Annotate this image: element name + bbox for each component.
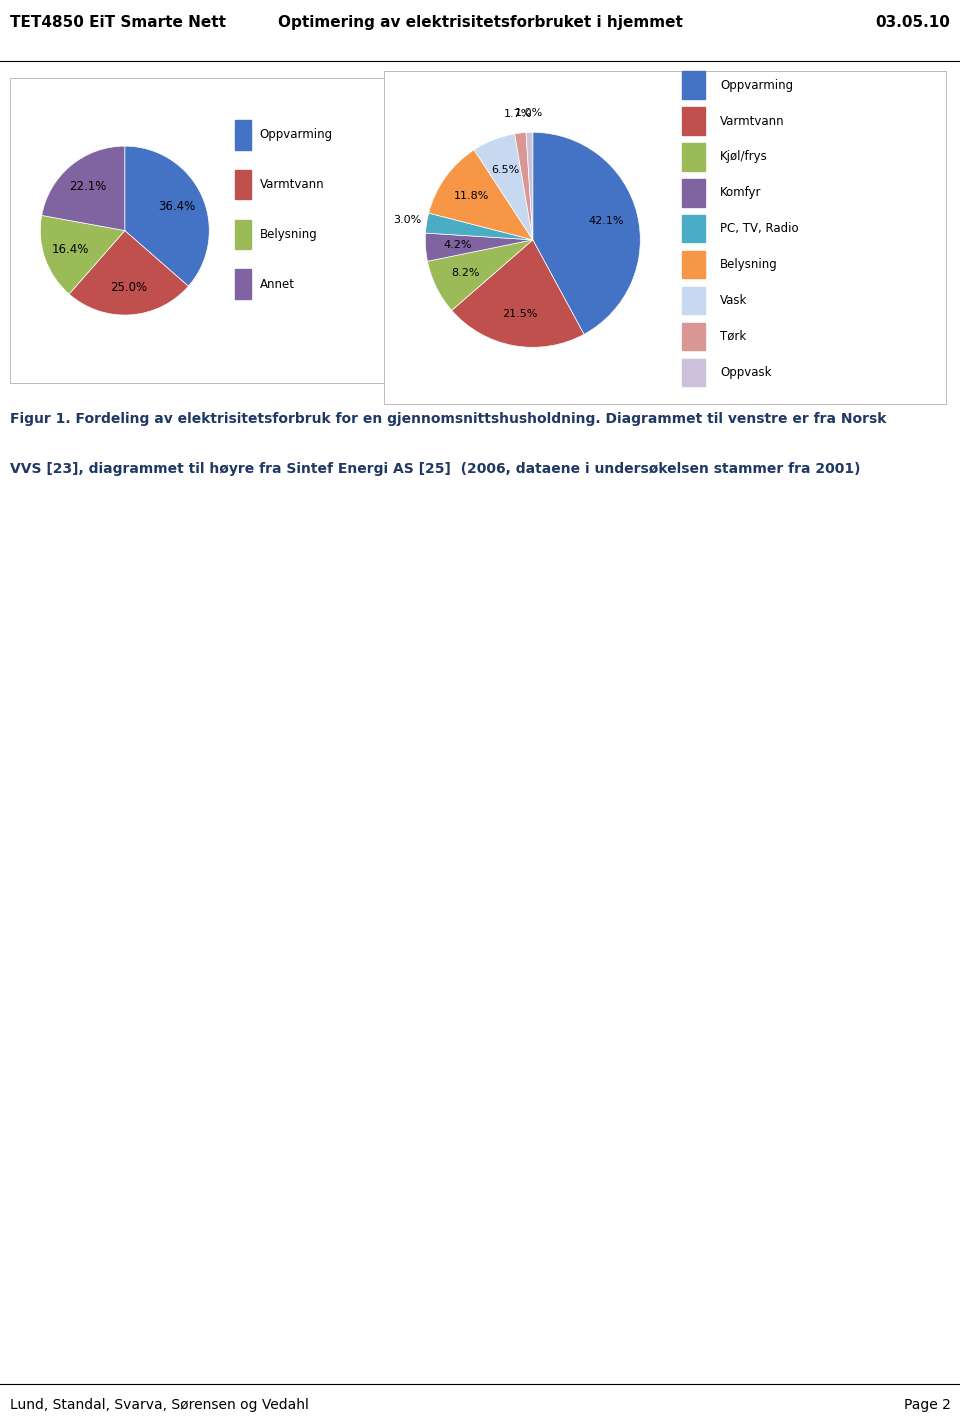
Text: Lund, Standal, Svarva, Sørensen og Vedahl: Lund, Standal, Svarva, Sørensen og Vedah… xyxy=(10,1398,308,1412)
Text: 4.2%: 4.2% xyxy=(444,240,472,250)
Bar xyxy=(682,322,706,350)
Wedge shape xyxy=(41,146,125,230)
Text: TET4850 EiT Smarte Nett: TET4850 EiT Smarte Nett xyxy=(10,14,226,30)
Wedge shape xyxy=(69,230,188,315)
Wedge shape xyxy=(425,233,533,261)
Text: Oppvarming: Oppvarming xyxy=(259,128,333,142)
Wedge shape xyxy=(125,146,209,287)
Bar xyxy=(682,179,706,207)
Text: 1.0%: 1.0% xyxy=(515,108,543,118)
Text: VVS [23], diagrammet til høyre fra Sintef Energi AS [25]  (2006, dataene i under: VVS [23], diagrammet til høyre fra Sinte… xyxy=(10,463,860,477)
Bar xyxy=(682,71,706,99)
Wedge shape xyxy=(533,132,640,335)
Text: 6.5%: 6.5% xyxy=(492,165,519,175)
Text: Oppvarming: Oppvarming xyxy=(720,78,793,92)
Text: 16.4%: 16.4% xyxy=(52,243,89,255)
Wedge shape xyxy=(526,132,533,240)
Text: 36.4%: 36.4% xyxy=(158,200,196,213)
Text: 3.0%: 3.0% xyxy=(394,214,421,226)
Text: Komfyr: Komfyr xyxy=(720,186,762,199)
Text: Annet: Annet xyxy=(259,278,295,291)
Bar xyxy=(682,108,706,135)
Text: 8.2%: 8.2% xyxy=(451,268,480,278)
Text: 1.7%: 1.7% xyxy=(504,109,532,119)
Text: Page 2: Page 2 xyxy=(903,1398,950,1412)
Bar xyxy=(682,359,706,386)
Text: Belysning: Belysning xyxy=(720,258,778,271)
Wedge shape xyxy=(515,132,533,240)
Text: Belysning: Belysning xyxy=(259,228,318,241)
Text: Kjøl/frys: Kjøl/frys xyxy=(720,150,768,163)
Text: Varmtvann: Varmtvann xyxy=(720,115,785,128)
Text: Varmtvann: Varmtvann xyxy=(259,179,324,192)
Bar xyxy=(235,121,252,149)
Bar xyxy=(235,270,252,299)
Bar xyxy=(682,287,706,314)
Wedge shape xyxy=(474,133,533,240)
Text: 22.1%: 22.1% xyxy=(69,180,107,193)
Bar xyxy=(682,251,706,278)
Wedge shape xyxy=(427,240,533,311)
Wedge shape xyxy=(425,213,533,240)
Bar xyxy=(682,143,706,170)
Text: 42.1%: 42.1% xyxy=(588,216,623,226)
Text: Tørk: Tørk xyxy=(720,329,747,343)
Text: 25.0%: 25.0% xyxy=(110,281,147,294)
Text: PC, TV, Radio: PC, TV, Radio xyxy=(720,223,799,236)
Text: 03.05.10: 03.05.10 xyxy=(876,14,950,30)
Wedge shape xyxy=(40,216,125,294)
Text: 11.8%: 11.8% xyxy=(454,192,490,201)
Bar xyxy=(682,216,706,243)
Wedge shape xyxy=(452,240,584,348)
Bar xyxy=(235,220,252,250)
Text: Figur 1. Fordeling av elektrisitetsforbruk for en gjennomsnittshusholdning. Diag: Figur 1. Fordeling av elektrisitetsforbr… xyxy=(10,412,886,426)
Bar xyxy=(235,170,252,199)
Text: Vask: Vask xyxy=(720,294,748,307)
Text: Oppvask: Oppvask xyxy=(720,366,772,379)
Text: 21.5%: 21.5% xyxy=(502,309,537,319)
Wedge shape xyxy=(429,150,533,240)
Text: Optimering av elektrisitetsforbruket i hjemmet: Optimering av elektrisitetsforbruket i h… xyxy=(277,14,683,30)
